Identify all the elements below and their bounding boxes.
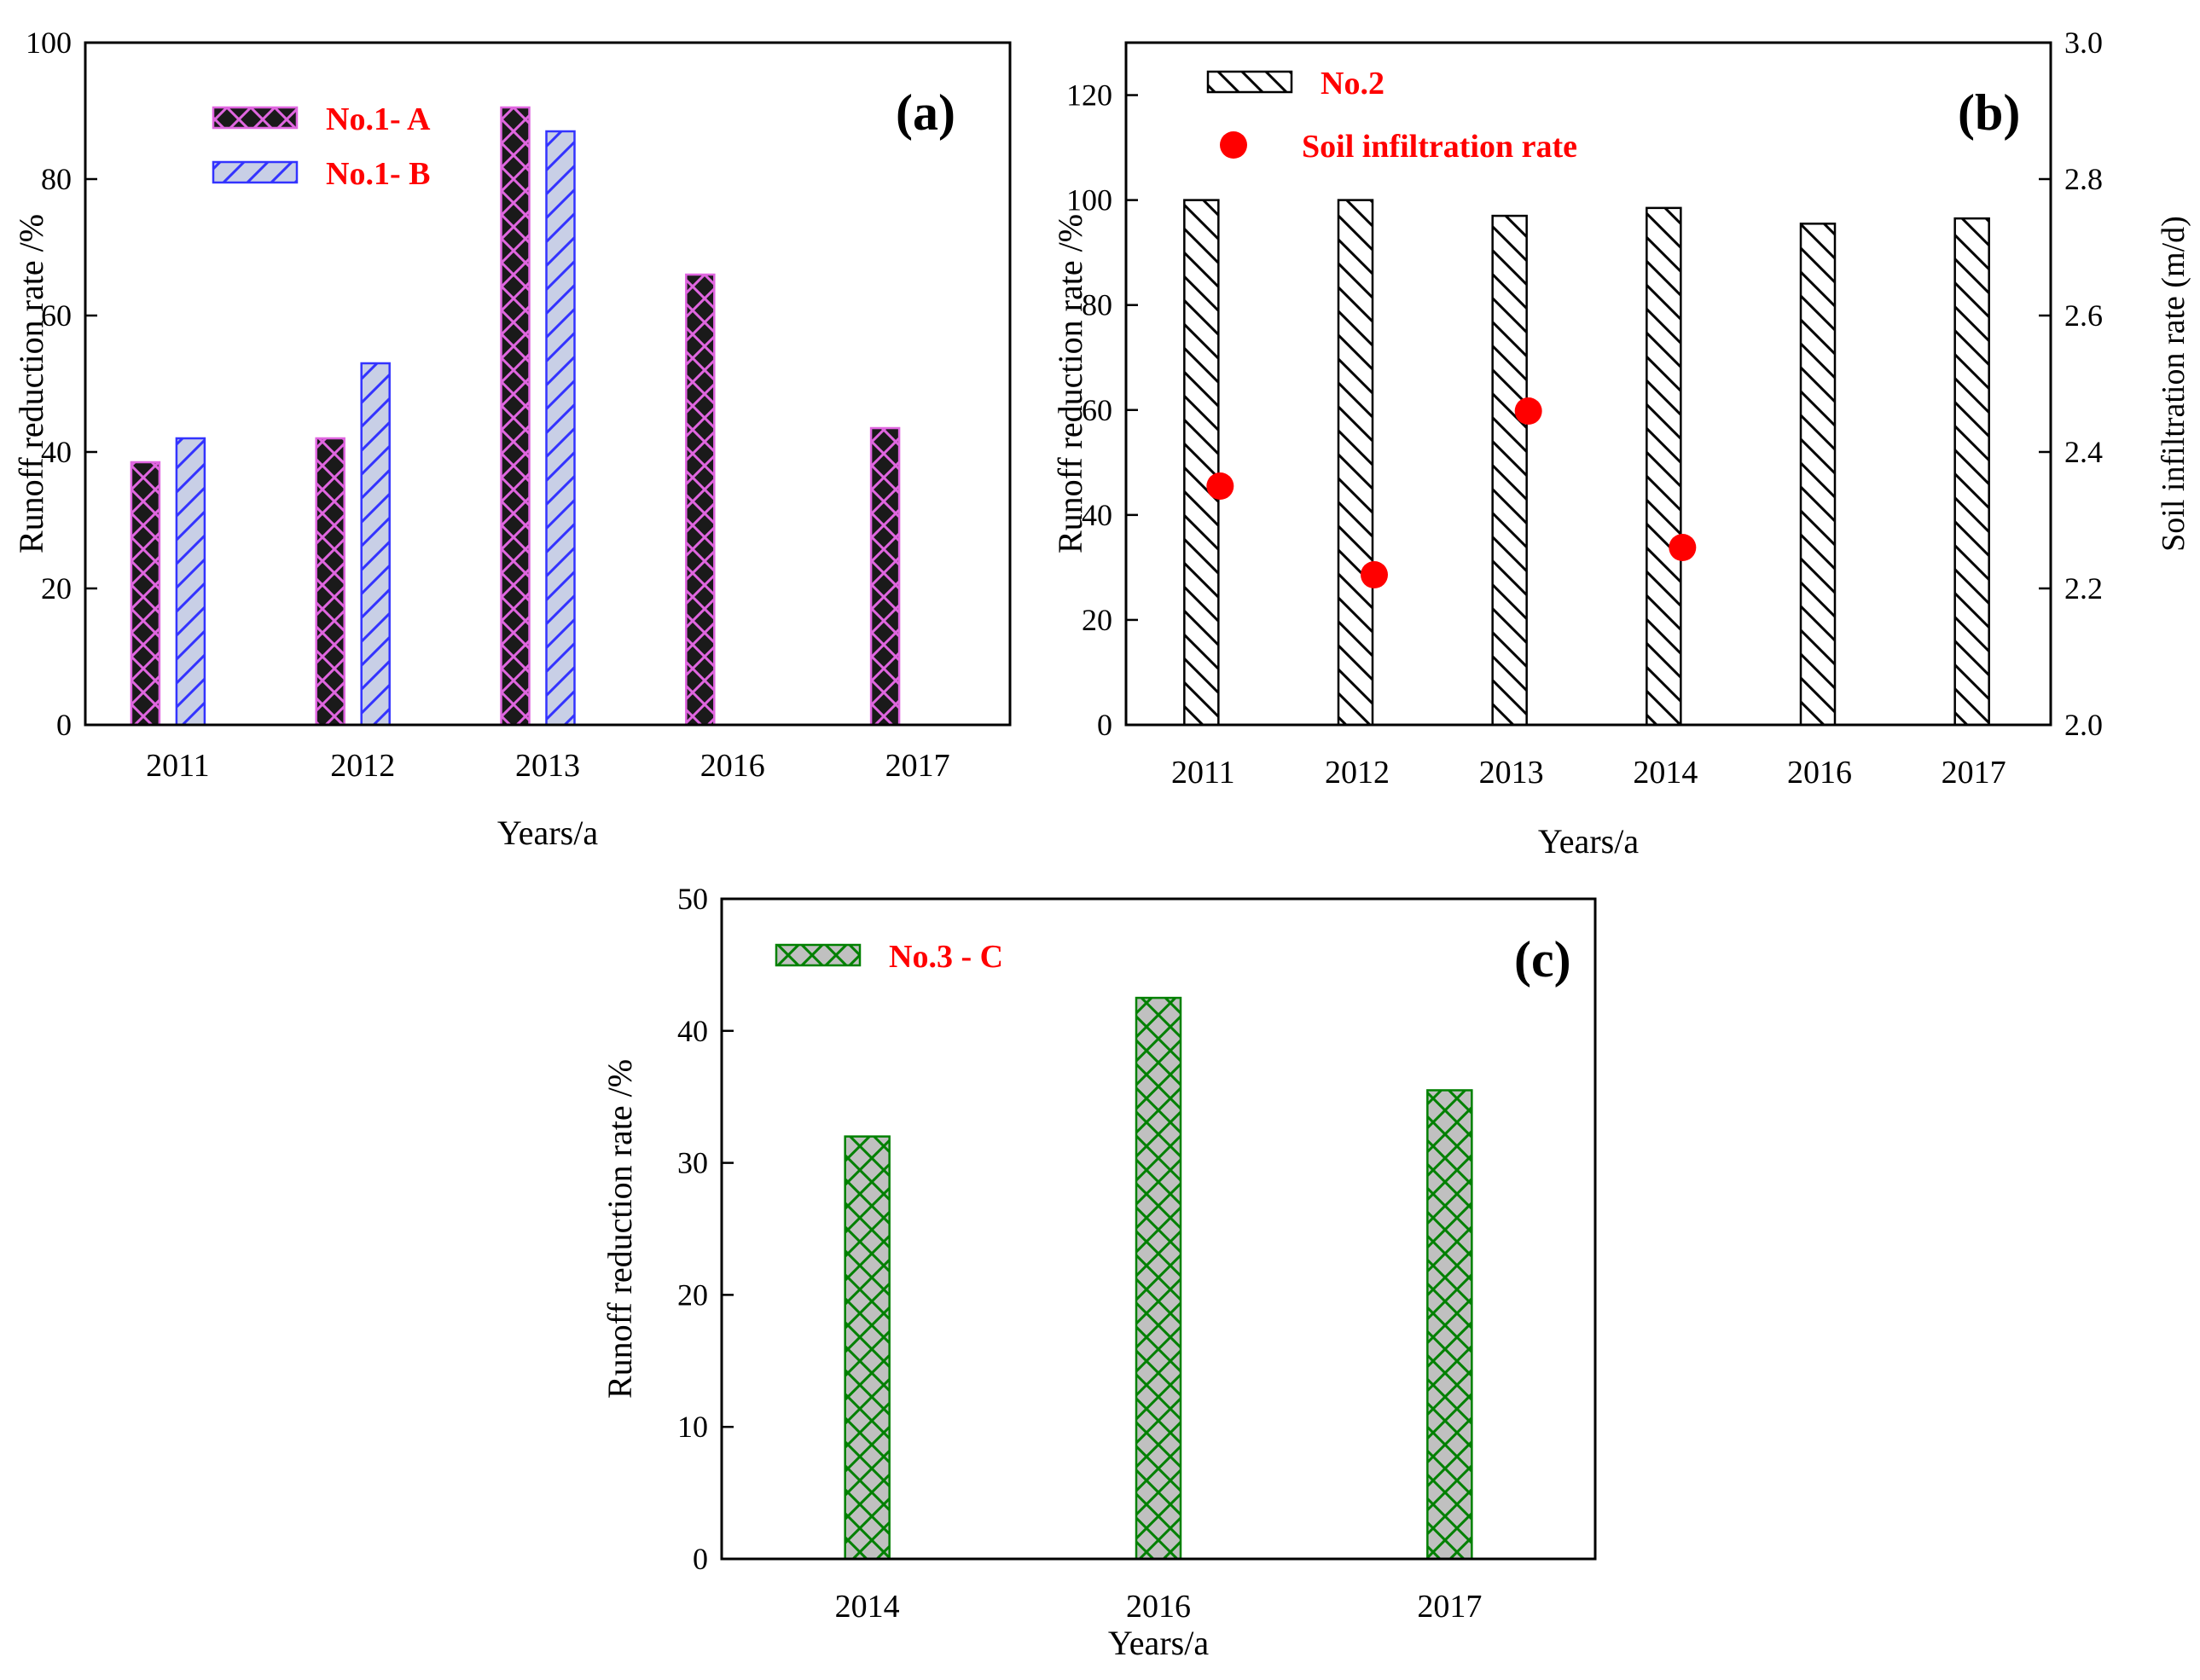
bar-b-no-2-2016	[1799, 223, 1837, 727]
plot-frame	[720, 897, 1597, 1561]
panel-label: (c)	[1514, 931, 1571, 988]
legend-label: No.1- B	[326, 156, 430, 192]
y-tick-label: 40	[677, 1014, 708, 1048]
y-tick-label: 40	[41, 435, 72, 469]
y-tick-label: 80	[1082, 288, 1112, 322]
y-right-tick-label: 2.6	[2064, 298, 2103, 333]
legend-label: No.3 - C	[889, 939, 1003, 975]
bar-b-no-2-2012	[1337, 199, 1374, 727]
y-tick-label: 0	[1097, 708, 1112, 742]
x-axis-label: Years/a	[1538, 822, 1639, 860]
y-right-tick-label: 2.8	[2064, 162, 2103, 196]
x-tick-label: 2016	[700, 748, 765, 784]
x-tick-label: 2013	[1479, 755, 1544, 791]
point-soil-infiltration-2012	[1361, 561, 1388, 588]
bar-a-no-1-a-2016	[685, 273, 716, 727]
x-axis-label: Years/a	[1108, 1624, 1209, 1662]
y-tick-label: 20	[677, 1277, 708, 1312]
x-tick-label: 2011	[146, 748, 210, 784]
y-tick-label: 20	[1082, 603, 1112, 637]
y-tick-label: 60	[1082, 393, 1112, 427]
bar-b-no-2-2011	[1183, 199, 1220, 727]
y-axis-label: Runoff reduction rate /%	[601, 1059, 639, 1399]
y-tick-label: 100	[1066, 183, 1112, 217]
x-tick-label: 2014	[1633, 755, 1698, 791]
bar-b-no-2-2013	[1491, 214, 1528, 727]
x-tick-label: 2014	[835, 1589, 900, 1625]
bar-c-no-3-c-2016	[1135, 996, 1182, 1561]
x-tick-label: 2013	[515, 748, 580, 784]
y-tick-label: 30	[677, 1146, 708, 1180]
x-tick-label: 2017	[885, 748, 950, 784]
bar-b-no-2-2017	[1953, 217, 1990, 727]
point-soil-infiltration-2013	[1514, 397, 1542, 425]
y-axis-label: Runoff reduction rate /%	[1051, 214, 1089, 553]
bar-a-no-1-b-2011	[175, 437, 206, 727]
bar-a-no-1-a-2013	[500, 106, 531, 727]
x-tick-label: 2017	[1417, 1589, 1482, 1625]
chart-c: 0 10 20 30 40 50 No.3 - C 2014 2016 2017 Years/a Ru…	[601, 882, 1597, 1662]
bar-c-no-3-c-2017	[1426, 1089, 1473, 1561]
legend-swatch	[1220, 131, 1247, 159]
panel-label: (b)	[1958, 84, 2020, 141]
plot-frame	[1124, 41, 2052, 727]
y-tick-label: 20	[41, 571, 72, 605]
y-right-tick-label: 3.0	[2064, 26, 2103, 60]
y-tick-label: 100	[26, 26, 72, 60]
y-tick-label: 0	[56, 708, 72, 742]
x-tick-label: 2016	[1787, 755, 1852, 791]
x-tick-label: 2011	[1171, 755, 1235, 791]
x-tick-label: 2016	[1126, 1589, 1191, 1625]
legend-swatch	[212, 160, 299, 184]
bar-a-no-1-a-2017	[869, 426, 901, 727]
x-axis-label: Years/a	[497, 814, 598, 852]
legend-label: No.2	[1321, 66, 1384, 101]
legend-label: No.1- A	[326, 101, 431, 137]
legend-swatch	[212, 106, 299, 130]
bar-a-no-1-b-2012	[360, 362, 391, 727]
y-tick-label: 10	[677, 1410, 708, 1444]
point-soil-infiltration-2014	[1669, 534, 1697, 561]
bar-b-no-2-2014	[1646, 206, 1682, 727]
y-right-tick-label: 2.4	[2064, 435, 2103, 469]
x-tick-label: 2012	[1325, 755, 1390, 791]
chart-b: 0 20 40 60 80 100 120 2.0 2.2 2.4 2.6 2.8 3.0 Soil in…	[1051, 26, 2191, 860]
y-tick-label: 120	[1066, 78, 1112, 113]
y-tick-label: 80	[41, 162, 72, 196]
panel-label: (a)	[896, 84, 955, 141]
legend-label: Soil infiltration rate	[1302, 129, 1577, 165]
bar-a-no-1-a-2012	[315, 437, 345, 727]
legend-swatch	[1206, 70, 1293, 94]
y-tick-label: 40	[1082, 498, 1112, 532]
chart-a: 0 20 40 60 80 100 No.1- A No.1- B 2011 2012 2013 20…	[12, 26, 1012, 852]
y-tick-label: 0	[693, 1542, 708, 1576]
y-axis-label: Runoff reduction rate /%	[12, 214, 50, 553]
bar-c-no-3-c-2014	[844, 1135, 891, 1561]
legend-swatch	[775, 943, 862, 967]
plot-frame	[84, 41, 1012, 727]
bar-a-no-1-a-2011	[130, 461, 161, 727]
y-right-tick-label: 2.2	[2064, 571, 2103, 605]
y-tick-label: 60	[41, 298, 72, 333]
y-right-tick-label: 2.0	[2064, 708, 2103, 742]
x-tick-label: 2012	[330, 748, 395, 784]
point-soil-infiltration-2011	[1206, 472, 1234, 500]
bar-a-no-1-b-2013	[545, 130, 576, 727]
x-tick-label: 2017	[1942, 755, 2006, 791]
y-axis-right-label: Soil infiltration rate (m/d)	[2156, 216, 2191, 552]
y-tick-label: 50	[677, 882, 708, 916]
